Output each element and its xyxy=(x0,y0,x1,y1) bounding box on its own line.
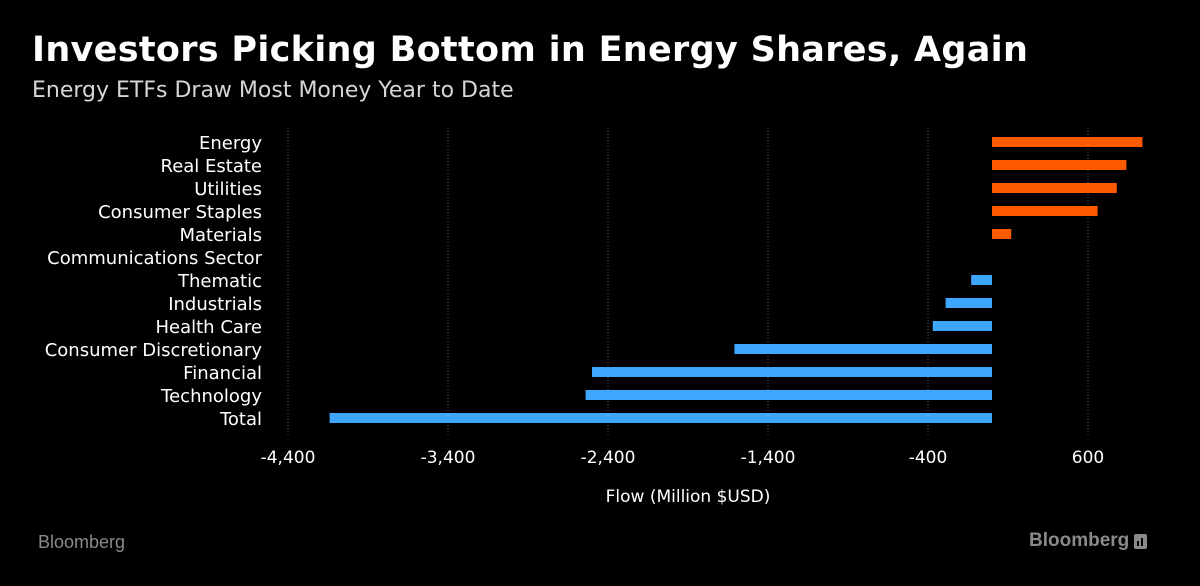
x-tick-label: -2,400 xyxy=(581,448,636,468)
x-axis-title: Flow (Million $USD) xyxy=(606,487,771,507)
category-label: Materials xyxy=(179,225,262,246)
bar xyxy=(734,344,992,354)
bar xyxy=(585,390,992,400)
category-label: Real Estate xyxy=(161,156,263,177)
bar xyxy=(992,137,1143,147)
category-label: Technology xyxy=(160,386,262,407)
x-tick-label: -400 xyxy=(909,448,948,468)
bar xyxy=(992,160,1127,170)
bar xyxy=(971,275,992,285)
brand-text: Bloomberg xyxy=(1029,530,1130,551)
x-tick-label: -4,400 xyxy=(261,448,316,468)
bar xyxy=(592,367,992,377)
chart-subtitle: Energy ETFs Draw Most Money Year to Date xyxy=(32,78,514,103)
category-label: Industrials xyxy=(168,294,262,315)
bar xyxy=(992,183,1117,193)
bar xyxy=(945,298,992,308)
x-tick-label: -1,400 xyxy=(741,448,796,468)
brand-logo: Bloomberg xyxy=(1029,530,1148,552)
bloomberg-terminal-icon xyxy=(1134,533,1148,549)
x-tick-label: -3,400 xyxy=(421,448,476,468)
source-label: Bloomberg xyxy=(38,532,126,552)
category-label: Health Care xyxy=(155,317,262,338)
category-label: Consumer Staples xyxy=(98,202,262,223)
bar xyxy=(992,206,1098,216)
category-label: Utilities xyxy=(194,179,262,200)
bar xyxy=(932,321,992,331)
category-label: Energy xyxy=(199,133,262,154)
category-label: Financial xyxy=(183,363,262,384)
x-tick-label: 600 xyxy=(1072,448,1104,468)
chart-title: Investors Picking Bottom in Energy Share… xyxy=(32,30,1029,70)
bar xyxy=(992,229,1012,239)
category-label: Consumer Discretionary xyxy=(45,340,263,361)
bar xyxy=(329,413,993,423)
category-label: Total xyxy=(219,409,262,430)
category-label: Thematic xyxy=(177,271,262,292)
category-label: Communications Sector xyxy=(47,248,262,269)
